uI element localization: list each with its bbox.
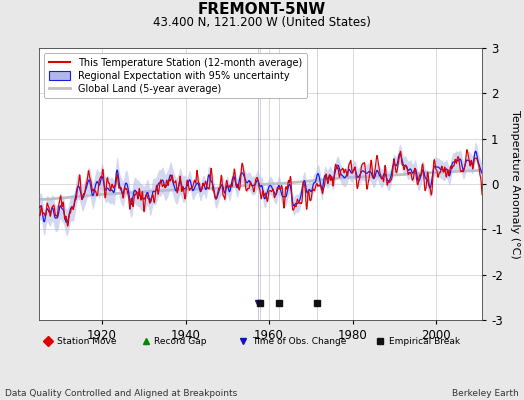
Text: Time of Obs. Change: Time of Obs. Change [252, 336, 346, 346]
Text: Record Gap: Record Gap [155, 336, 207, 346]
Text: Data Quality Controlled and Aligned at Breakpoints: Data Quality Controlled and Aligned at B… [5, 389, 237, 398]
Text: 43.400 N, 121.200 W (United States): 43.400 N, 121.200 W (United States) [153, 16, 371, 29]
Text: Station Move: Station Move [57, 336, 116, 346]
Text: FREMONT-5NW: FREMONT-5NW [198, 2, 326, 17]
Text: Berkeley Earth: Berkeley Earth [452, 389, 519, 398]
Text: Empirical Break: Empirical Break [389, 336, 460, 346]
Y-axis label: Temperature Anomaly (°C): Temperature Anomaly (°C) [510, 110, 520, 258]
Legend: This Temperature Station (12-month average), Regional Expectation with 95% uncer: This Temperature Station (12-month avera… [44, 53, 307, 98]
